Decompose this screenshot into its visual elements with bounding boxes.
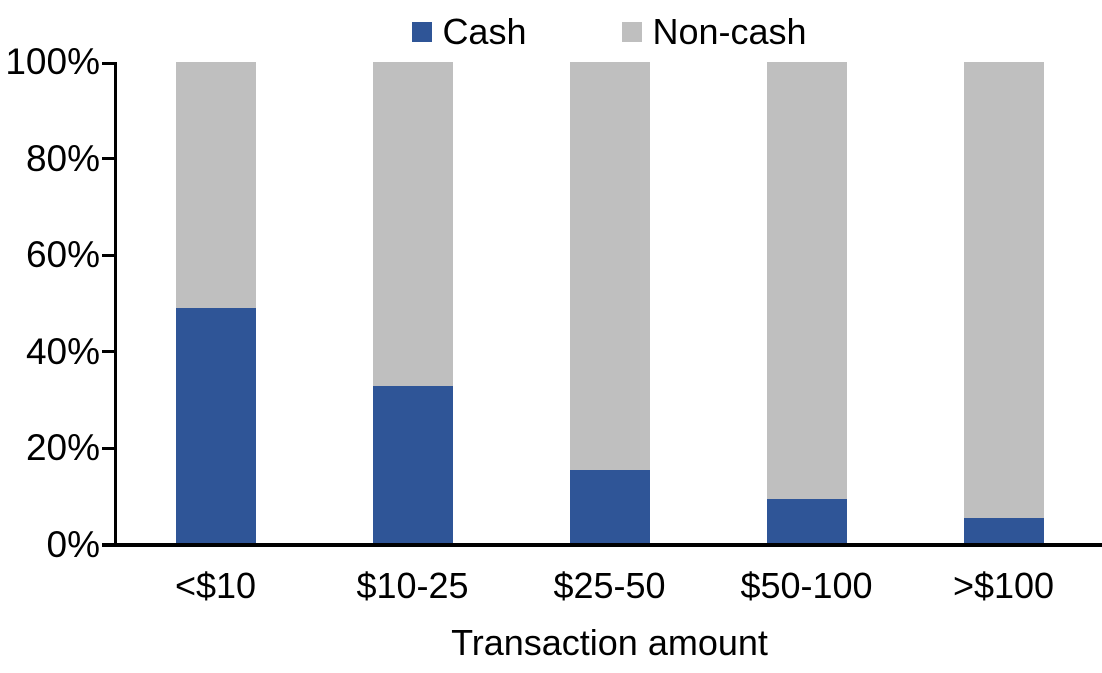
bar-segment-non-cash-25-50 [569,62,650,471]
legend-item-cash: Cash [412,12,526,52]
y-tick-mark [102,62,117,65]
y-tick-mark [102,446,117,450]
x-tick-label: $50-100 [740,565,873,606]
bar-segment-non-cash-50-100 [766,62,847,500]
y-tick-mark [102,157,117,161]
y-tick-label: 80% [25,137,100,179]
legend-item-non-cash: Non-cash [622,11,807,52]
bar-segment-non-cash-100 [963,62,1044,519]
y-tick-label: 40% [25,330,100,372]
y-tick-label: 100% [5,41,100,82]
legend-label: Non-cash [652,11,807,52]
bar-segment-cash-50-100 [766,499,847,545]
bar-segment-cash-100 [963,518,1044,545]
y-tick-label: 20% [25,427,100,469]
bar-100 [963,62,1044,545]
bar-segment-cash-10 [175,308,256,545]
bars-row [117,62,1102,545]
x-tick-label: >$100 [952,565,1055,606]
bar-10-25 [372,62,453,545]
legend-swatch-non-cash [622,22,643,42]
y-tick-mark [102,543,117,547]
bar-segment-non-cash-10-25 [372,62,453,386]
plot-area [102,62,1102,547]
y-tick-label: 60% [25,234,100,276]
x-tick-label: <$10 [174,565,257,606]
x-axis-title: Transaction amount [451,622,768,663]
bar-segment-non-cash-10 [175,62,256,309]
bar-10 [175,62,256,545]
y-tick-mark [102,350,117,354]
bar-50-100 [766,62,847,545]
legend-swatch-cash [412,22,433,42]
bar-25-50 [569,62,650,545]
legend-label: Cash [442,11,527,52]
x-tick-label: $10-25 [356,565,469,606]
bar-segment-cash-25-50 [569,470,650,545]
legend: Cash Non-cash [117,10,1102,54]
x-axis-line [102,543,1102,547]
y-axis-line [114,62,117,545]
y-tick-mark [102,253,117,257]
bar-segment-cash-10-25 [372,385,453,545]
y-tick-label: 0% [46,524,100,565]
x-tick-label: $25-50 [553,565,666,606]
x-axis-labels: <$10 $10-25 $25-50 $50-100 >$100 [117,566,1102,606]
